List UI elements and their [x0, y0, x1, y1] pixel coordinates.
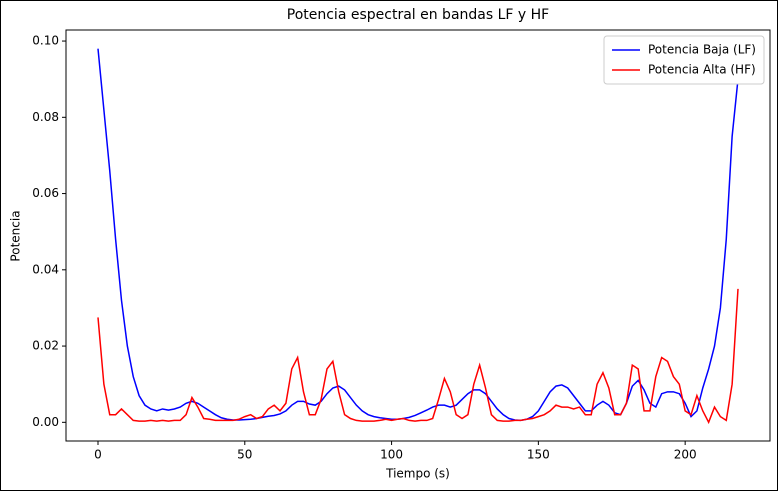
x-tick-label: 50	[237, 448, 252, 462]
y-tick-label: 0.08	[32, 110, 59, 124]
y-tick-label: 0.04	[32, 262, 59, 276]
x-tick-label: 100	[380, 448, 403, 462]
y-tick-label: 0.10	[32, 34, 59, 48]
y-tick-label: 0.06	[32, 186, 59, 200]
x-tick-label: 200	[674, 448, 697, 462]
y-tick-label: 0.02	[32, 339, 59, 353]
legend-box	[603, 35, 765, 85]
legend-label: Potencia Alta (HF)	[648, 63, 756, 77]
chart-title: Potencia espectral en bandas LF y HF	[287, 7, 549, 23]
x-tick-label: 0	[94, 448, 102, 462]
y-axis-label: Potencia	[9, 210, 23, 261]
x-axis-label: Tiempo (s)	[385, 467, 450, 481]
y-tick-label: 0.00	[32, 415, 59, 429]
line-series	[97, 288, 739, 425]
line-series	[97, 48, 739, 422]
legend: Potencia Baja (LF) Potencia Alta (HF)	[603, 35, 765, 85]
plot-frame	[65, 29, 771, 442]
legend-label: Potencia Baja (LF)	[648, 43, 756, 57]
x-tick-label: 150	[527, 448, 550, 462]
